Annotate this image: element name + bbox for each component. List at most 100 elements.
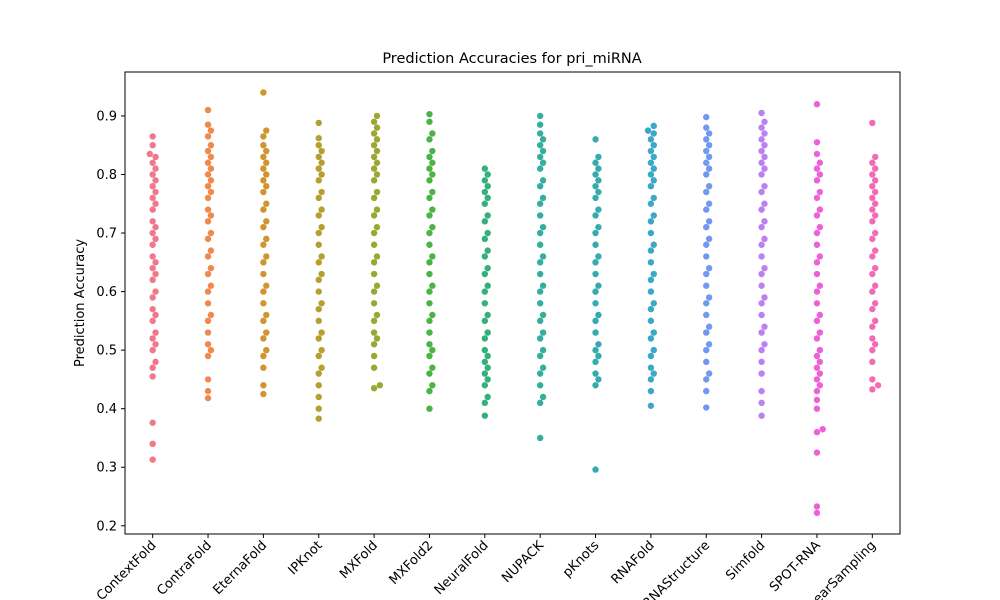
swarm-point [536, 229, 544, 237]
swarm-point [595, 352, 602, 360]
swarm-point [703, 223, 710, 231]
swarm-point [204, 387, 212, 395]
swarm-point [758, 329, 765, 336]
y-tick-label: 0.8 [96, 168, 117, 183]
swarm-point [370, 259, 378, 266]
swarm-point [204, 182, 212, 190]
swarm-point [152, 341, 159, 348]
swarm-point [370, 212, 378, 219]
swarm-point [318, 364, 325, 371]
swarm-point [650, 212, 657, 219]
swarm-point [595, 376, 602, 383]
swarm-point [260, 352, 267, 360]
swarm-point [650, 141, 657, 149]
y-tick-label: 0.6 [96, 285, 117, 300]
swarm-point [592, 288, 599, 295]
swarm-point [816, 188, 824, 196]
swarm-point [813, 101, 821, 108]
swarm-point [758, 370, 765, 377]
swarm-point [705, 264, 713, 272]
swarm-point [869, 253, 876, 260]
swarm-point [429, 159, 436, 166]
swarm-point [260, 141, 267, 149]
y-tick-label: 0.3 [96, 461, 117, 476]
swarm-point [426, 194, 433, 202]
swarm-point [816, 282, 824, 289]
swarm-point [536, 335, 544, 342]
swarm-point [263, 329, 270, 336]
swarm-point [481, 218, 489, 225]
swarm-point [761, 341, 768, 348]
swarm-point [816, 159, 824, 166]
swarm-point [536, 434, 544, 442]
swarm-point [761, 182, 768, 190]
swarm-point [149, 253, 156, 260]
swarm-point [539, 136, 547, 143]
swarm-point [647, 335, 655, 342]
swarm-point [429, 171, 436, 178]
swarm-point [370, 364, 378, 371]
swarm-point [703, 113, 710, 121]
swarm-point [260, 133, 267, 140]
swarm-point [263, 147, 270, 155]
swarm-point [204, 206, 212, 213]
swarm-point [813, 449, 821, 456]
swarm-point [761, 264, 768, 272]
swarm-point [263, 159, 270, 166]
swarm-point [872, 247, 879, 254]
swarm-point [315, 141, 322, 149]
swarm-point [315, 415, 322, 422]
swarm-point [373, 206, 381, 213]
swarm-point [429, 282, 436, 289]
swarm-point [373, 159, 381, 166]
swarm-point [650, 130, 657, 137]
swarm-point [152, 200, 159, 207]
swarm-point [813, 229, 821, 237]
swarm-point [204, 133, 212, 140]
swarm-point [703, 147, 710, 155]
swarm-point [539, 194, 547, 202]
swarm-point [650, 370, 657, 377]
swarm-point [595, 206, 602, 213]
swarm-point [647, 276, 655, 284]
swarm-point [813, 150, 821, 158]
swarm-point [373, 112, 381, 120]
swarm-point [874, 382, 882, 389]
swarm-point [149, 241, 156, 248]
swarm-point [592, 136, 599, 143]
swarm-point [260, 165, 267, 172]
swarm-point [539, 393, 547, 401]
swarm-point [315, 119, 322, 127]
swarm-point [263, 282, 270, 289]
swarm-point [426, 317, 433, 325]
swarm-point [263, 311, 270, 319]
swarm-point [536, 399, 544, 407]
swarm-point [204, 106, 212, 114]
swarm-point [260, 223, 267, 231]
swarm-point [650, 346, 657, 354]
swarm-point [149, 182, 156, 190]
swarm-point [592, 270, 599, 278]
swarm-point [152, 177, 159, 184]
swarm-point [152, 288, 159, 295]
swarm-point [315, 288, 322, 295]
swarm-point [370, 194, 378, 202]
swarm-point [813, 241, 821, 248]
y-tick-label: 0.7 [96, 227, 117, 242]
swarm-point [647, 182, 655, 190]
swarm-point [816, 358, 824, 366]
swarm-point [260, 241, 267, 248]
swarm-point [872, 177, 879, 184]
swarm-point [650, 270, 657, 278]
y-tick-label: 0.9 [96, 109, 117, 124]
swarm-point [592, 194, 599, 202]
swarm-point [260, 259, 267, 266]
swarm-point [373, 311, 381, 319]
swarm-point [426, 341, 433, 348]
swarm-point [204, 121, 212, 128]
swarm-point [816, 370, 824, 377]
swarm-point [595, 165, 602, 172]
swarm-point [758, 311, 765, 319]
swarm-point [263, 182, 270, 190]
